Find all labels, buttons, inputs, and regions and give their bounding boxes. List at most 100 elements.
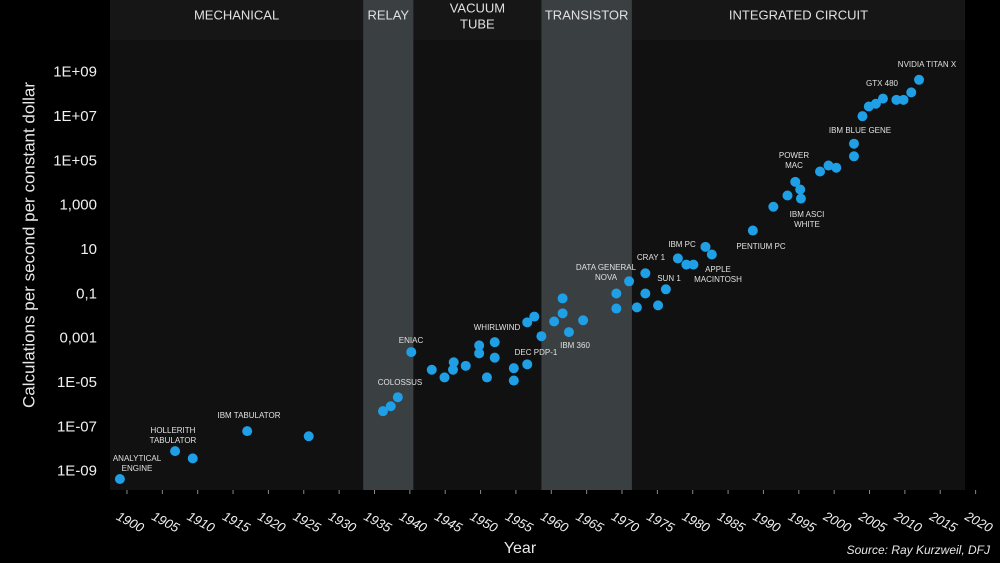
annotation: CRAY 1 [637,253,666,262]
era-label: RELAY [367,7,409,22]
x-tick-label: 1905 [149,508,182,535]
data-point [578,315,589,326]
y-tick-label: 1E-05 [57,374,97,391]
annotation: IBM BLUE GENE [829,126,891,135]
x-tick-label: 1965 [574,508,607,535]
data-point [795,184,806,195]
data-point [848,151,859,162]
data-point [392,392,403,403]
data-point [848,138,859,149]
era-band [541,0,632,490]
data-point [747,225,758,236]
data-point [640,288,651,299]
annotation: DEC PDP-1 [515,348,558,357]
data-point [557,293,568,304]
x-tick-label: 2010 [891,508,925,536]
x-axis-title: Year [504,540,537,557]
era-band [363,0,414,490]
annotation: ENGINE [122,464,153,473]
x-tick-label: 1900 [114,508,147,535]
x-tick-label: 1995 [786,508,819,535]
annotation: APPLE [705,265,731,274]
annotation: GTX 480 [866,79,899,88]
data-point [460,360,471,371]
x-tick-label: 1945 [432,508,465,535]
era-label: TRANSISTOR [545,7,629,22]
data-point [660,284,671,295]
data-point [768,201,779,212]
data-point [406,347,417,358]
x-tick-label: 1960 [538,508,571,535]
y-tick-label: 1E+05 [53,152,97,169]
x-tick-label: 2000 [820,508,854,536]
era-header [110,0,965,40]
data-point [448,357,459,368]
data-point [631,302,642,313]
annotation: WHIRLWIND [474,323,521,332]
data-point [474,340,485,351]
x-tick-label: 1930 [326,508,359,535]
data-point [653,300,664,311]
data-point [790,176,801,187]
x-tick-label: 1915 [220,508,253,535]
x-tick-label: 1925 [291,508,324,535]
data-point [563,327,574,338]
data-point [906,87,917,98]
data-point [870,98,881,109]
annotation: MACINTOSH [694,275,742,284]
data-point [898,94,909,105]
data-point [114,474,125,485]
data-point [303,431,314,442]
data-point [489,352,500,363]
y-tick-label: 1E-07 [57,418,97,435]
annotation: HOLLERITH [151,426,196,435]
data-point [481,372,492,383]
data-point [385,401,396,412]
data-point [706,249,717,260]
data-point [536,331,547,342]
x-tick-label: 1910 [185,508,218,535]
x-tick-label: 1985 [715,508,748,535]
y-tick-label: 1,000 [59,197,97,214]
annotation: IBM 360 [560,341,590,350]
data-point [439,372,450,383]
annotation: POWER [779,151,809,160]
annotation: PENTIUM PC [736,242,786,251]
annotation: IBM ASCI [790,210,825,219]
era-label: INTEGRATED CIRCUIT [729,7,868,22]
annotation: IBM PC [668,240,696,249]
x-tick-label: 2015 [926,508,960,536]
data-point [557,308,568,319]
data-point [795,193,806,204]
data-point [914,74,925,85]
data-point [508,363,519,374]
y-tick-label: 1E-09 [57,463,97,480]
annotation: WHITE [794,220,820,229]
y-tick-label: 0,1 [76,285,97,302]
x-tick-label: 2020 [962,508,996,536]
data-point [242,426,253,437]
era-label: VACUUM [450,0,505,15]
x-tick-label: 2005 [856,508,890,536]
annotation: ENIAC [399,336,424,345]
data-point [447,364,458,375]
x-tick-label: 1970 [609,508,642,535]
x-tick-label: 1940 [397,508,430,535]
data-point [508,375,519,386]
data-point [426,364,437,375]
annotation: DATA GENERAL [576,263,637,272]
data-point [187,453,198,464]
data-point [522,359,533,370]
data-point [611,303,622,314]
plot-area [110,40,965,490]
x-tick-label: 1990 [750,508,783,535]
data-point [823,160,834,171]
data-point [891,94,902,105]
data-point [831,162,842,173]
data-point [489,337,500,348]
data-point [877,93,888,104]
y-tick-label: 1E+09 [53,64,97,81]
annotation: TABULATOR [150,436,197,445]
data-point [474,348,485,359]
